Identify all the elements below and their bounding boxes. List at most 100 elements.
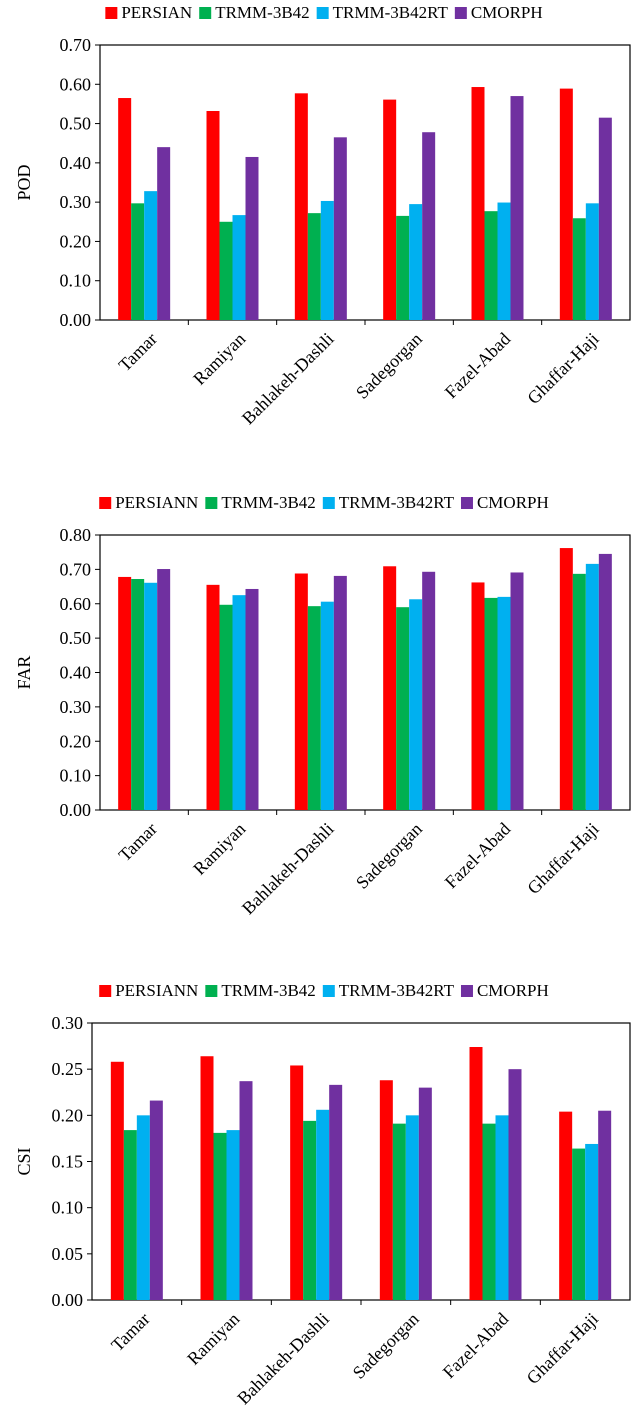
legend-swatch-trmm-3b42	[205, 497, 218, 509]
y-tick-label: 0.25	[52, 1059, 84, 1079]
bar-trmm-3b42-bahlakeh-dashli	[303, 1120, 317, 1300]
bar-trmm-3b42-fazel-abad	[484, 211, 498, 320]
bar-trmm-3b42rt-sadegorgan	[405, 1115, 419, 1300]
bar-trmm-3b42rt-bahlakeh-dashli	[320, 200, 334, 320]
legend-label: PERSIANN	[115, 493, 198, 512]
legend-label: PERSIAN	[121, 3, 192, 22]
x-category-label: Fazel-Abad	[441, 819, 515, 893]
bar-trmm-3b42-fazel-abad	[484, 597, 498, 810]
x-category-label: Ramiyan	[189, 819, 249, 879]
bar-trmm-3b42rt-ramiyan	[232, 595, 246, 810]
bar-cmorph-sadegorgan	[422, 571, 436, 810]
chart-far: 0.00 0.10 0.20 0.30 0.40 0.50 0.60 0.70 0.80 FAR T…	[14, 493, 631, 918]
bar-persiann-bahlakeh-dashli	[290, 1065, 304, 1300]
legend-label: TRMM-3B42	[215, 3, 309, 22]
legend-swatch-trmm-3b42	[205, 985, 218, 997]
x-category-label: Fazel-Abad	[439, 1309, 513, 1383]
x-category-label: Tamar	[115, 329, 161, 375]
y-tick-label: 0.40	[60, 153, 92, 173]
bar-cmorph-bahlakeh-dashli	[333, 575, 347, 810]
y-tick-label: 0.50	[60, 114, 92, 134]
bar-trmm-3b42rt-fazel-abad	[495, 1115, 509, 1300]
bar-persiann-ghaffar-haji	[559, 548, 573, 810]
bar-trmm-3b42rt-ramiyan	[232, 215, 246, 320]
bar-trmm-3b42-tamar	[123, 1130, 137, 1300]
bar-persiann-sadegorgan	[383, 566, 397, 810]
bar-trmm-3b42-fazel-abad	[482, 1123, 496, 1300]
y-tick-label: 0.50	[60, 628, 92, 648]
y-tick-label: 0.80	[60, 525, 92, 545]
bar-trmm-3b42-ghaffar-haji	[572, 573, 586, 810]
y-tick-label: 0.20	[60, 731, 92, 751]
x-category-label: Sadegorgan	[349, 1309, 423, 1383]
y-tick-label: 0.05	[52, 1244, 84, 1264]
legend: PERSIAN TRMM-3B42 TRMM-3B42RT CMORPH	[105, 3, 543, 22]
bar-trmm-3b42-ghaffar-haji	[572, 1148, 586, 1300]
x-category-label: Ramiyan	[189, 329, 249, 389]
bar-trmm-3b42rt-ramiyan	[226, 1130, 240, 1300]
legend-swatch-persian	[105, 7, 118, 19]
bar-persiann-fazel-abad	[471, 582, 485, 810]
bar-trmm-3b42rt-tamar	[136, 1115, 150, 1300]
bar-persian-bahlakeh-dashli	[294, 93, 308, 320]
bar-cmorph-ramiyan	[245, 156, 259, 320]
bar-cmorph-fazel-abad	[508, 1069, 522, 1300]
legend-swatch-persiann	[99, 985, 112, 997]
x-category-label: Tamar	[107, 1309, 153, 1355]
bar-persiann-ramiyan	[206, 584, 220, 810]
y-tick-label: 0.30	[52, 1013, 84, 1033]
bar-trmm-3b42rt-tamar	[144, 582, 158, 810]
x-category-label: Ghaffar-Haji	[523, 819, 602, 898]
chart-pod: 0.00 0.10 0.20 0.30 0.40 0.50 0.60 0.70 POD Tamar…	[14, 3, 631, 429]
bar-trmm-3b42rt-ghaffar-haji	[585, 1143, 599, 1300]
bar-trmm-3b42rt-bahlakeh-dashli	[316, 1109, 330, 1300]
legend-label: TRMM-3B42	[221, 981, 315, 1000]
bar-cmorph-bahlakeh-dashli	[329, 1084, 343, 1300]
bar-persiann-sadegorgan	[379, 1080, 393, 1300]
bar-trmm-3b42-bahlakeh-dashli	[307, 606, 321, 810]
legend-label: TRMM-3B42RT	[339, 493, 455, 512]
bar-trmm-3b42-ramiyan	[213, 1132, 227, 1300]
legend-label: CMORPH	[471, 3, 543, 22]
bar-persian-sadegorgan	[383, 99, 397, 320]
x-category-label: Ramiyan	[183, 1309, 243, 1369]
bar-trmm-3b42rt-fazel-abad	[497, 202, 511, 320]
bar-persian-ramiyan	[206, 111, 220, 320]
legend-swatch-trmm-3b42	[199, 7, 212, 19]
y-axis-label: POD	[14, 164, 34, 200]
x-category-label: Ghaffar-Haji	[523, 329, 602, 408]
bar-cmorph-ghaffar-haji	[598, 117, 612, 320]
legend-swatch-cmorph	[460, 497, 473, 509]
bar-trmm-3b42-sadegorgan	[392, 1123, 406, 1300]
legend: PERSIANN TRMM-3B42 TRMM-3B42RT CMORPH	[99, 493, 549, 512]
y-axis-label: FAR	[14, 656, 34, 690]
x-category-label: Sadegorgan	[352, 329, 426, 403]
bar-cmorph-fazel-abad	[510, 572, 524, 810]
legend-label: TRMM-3B42	[221, 493, 315, 512]
bar-persiann-bahlakeh-dashli	[294, 573, 308, 810]
chart-csi: 0.00 0.05 0.10 0.15 0.20 0.25 0.30 CSI Tamar Rami…	[14, 981, 631, 1408]
y-tick-label: 0.70	[60, 35, 92, 55]
bar-trmm-3b42rt-ghaffar-haji	[585, 203, 599, 320]
x-category-label: Sadegorgan	[352, 819, 426, 893]
bar-cmorph-tamar	[157, 147, 171, 320]
bar-trmm-3b42rt-sadegorgan	[409, 599, 423, 810]
legend-label: TRMM-3B42RT	[333, 3, 449, 22]
bar-persiann-tamar	[118, 576, 132, 810]
plot-frame	[99, 44, 631, 321]
legend-label: TRMM-3B42RT	[339, 981, 455, 1000]
x-category-label: Bahlakeh-Dashli	[238, 329, 338, 429]
x-category-label: Ghaffar-Haji	[523, 1309, 602, 1388]
bar-persian-fazel-abad	[471, 87, 485, 321]
bar-trmm-3b42-bahlakeh-dashli	[307, 213, 321, 320]
legend-label: CMORPH	[477, 981, 549, 1000]
bar-trmm-3b42rt-tamar	[144, 191, 158, 320]
bar-trmm-3b42rt-fazel-abad	[497, 596, 511, 810]
bar-trmm-3b42-tamar	[131, 203, 145, 320]
y-tick-label: 0.00	[60, 310, 92, 330]
bar-persiann-tamar	[110, 1061, 124, 1300]
legend-swatch-trmm-3b42rt	[322, 497, 335, 509]
y-tick-label: 0.00	[60, 800, 92, 820]
bar-trmm-3b42-ramiyan	[219, 604, 233, 810]
